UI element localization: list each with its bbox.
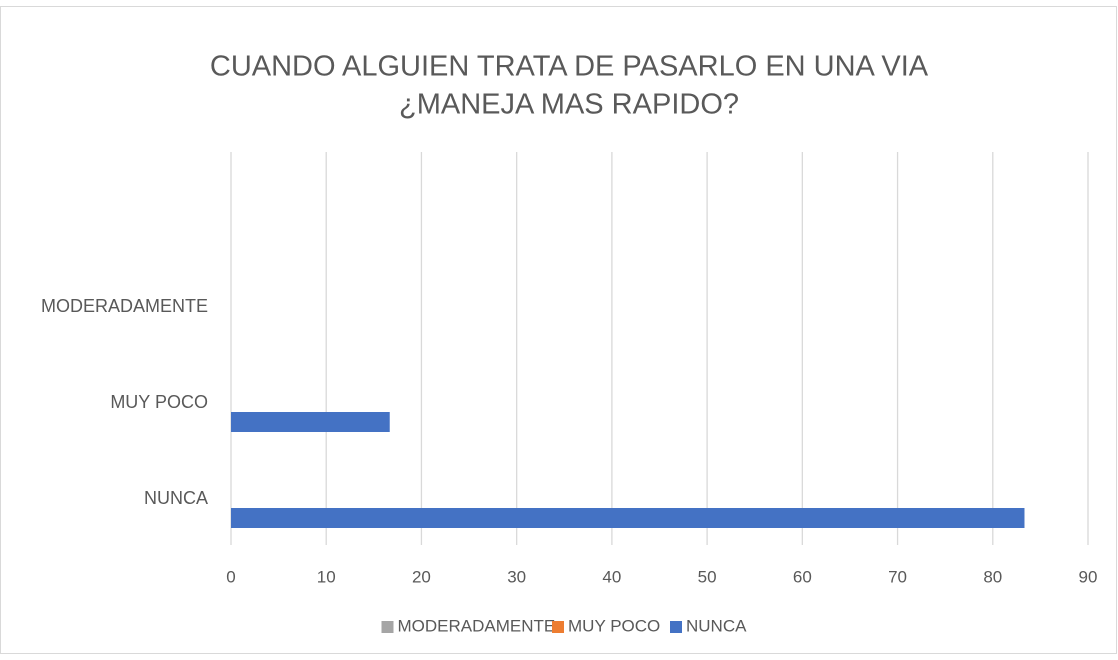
chart-title: ¿MANEJA MAS RAPIDO? — [399, 89, 739, 121]
x-tick-label: 20 — [412, 567, 431, 586]
bar — [231, 412, 390, 432]
x-tick-label: 40 — [602, 567, 621, 586]
x-tick-label: 90 — [1079, 567, 1098, 586]
x-tick-label: 30 — [507, 567, 526, 586]
legend-swatch — [381, 621, 394, 633]
y-tick-label: MODERADAMENTE — [41, 296, 208, 316]
x-tick-label: 60 — [793, 567, 812, 586]
legend-swatch — [552, 621, 564, 633]
x-tick-label: 50 — [698, 567, 717, 586]
chart-title: CUANDO ALGUIEN TRATA DE PASARLO EN UNA V… — [210, 51, 929, 83]
legend-label: MUY POCO — [568, 616, 660, 635]
bar — [231, 508, 1025, 528]
x-tick-label: 80 — [983, 567, 1002, 586]
y-tick-label: NUNCA — [144, 488, 208, 508]
x-tick-label: 10 — [317, 567, 336, 586]
x-tick-label: 0 — [226, 567, 235, 586]
legend-label: MODERADAMENTE — [398, 616, 556, 635]
y-tick-label: MUY POCO — [110, 392, 208, 412]
legend-swatch — [670, 621, 682, 633]
legend-label: NUNCA — [686, 616, 747, 635]
x-tick-label: 70 — [888, 567, 907, 586]
chart-border — [0, 6, 1117, 654]
